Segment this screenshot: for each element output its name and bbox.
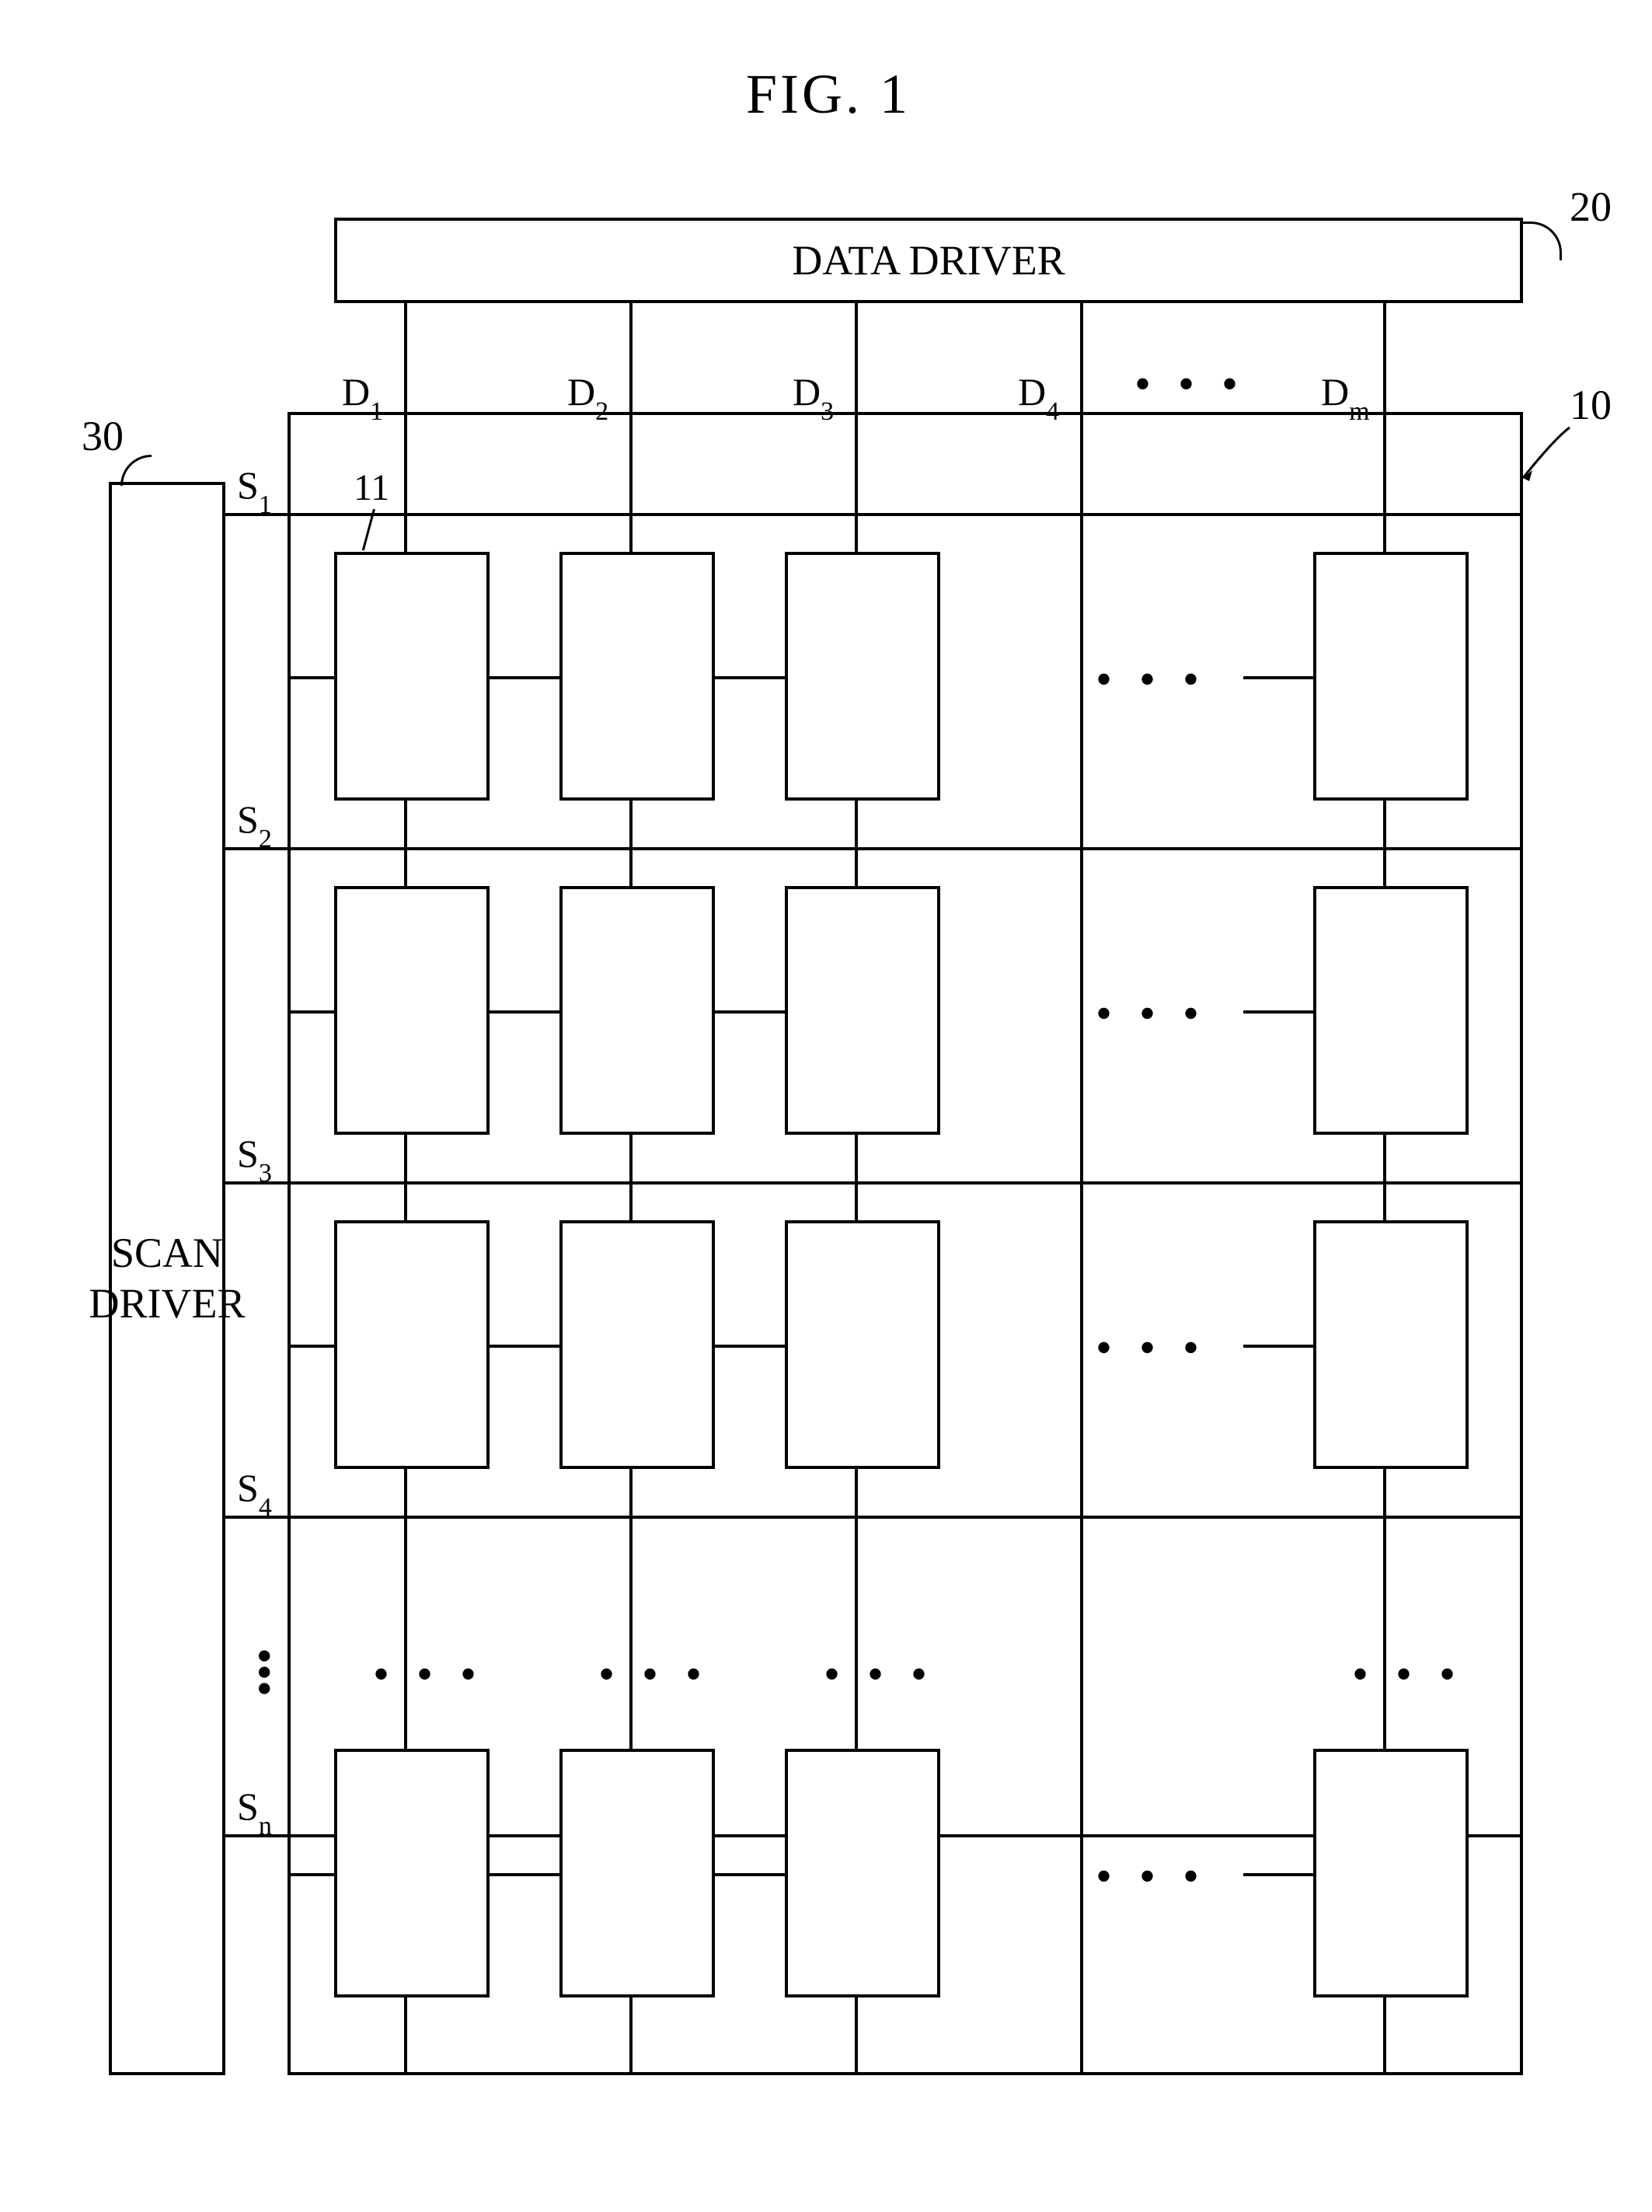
pixel-2-ellipsis: • • • [1096,987,1207,1041]
pixel-1-1-top-conn [404,513,407,552]
pixel-2-m-left-conn [1243,1010,1313,1014]
ref-30: 30 [82,412,124,460]
pixel-3-m-left-conn [1243,1345,1313,1348]
data-driver-label: DATA DRIVER [792,236,1065,284]
pixel-2-1 [334,886,490,1135]
ref-10: 10 [1570,381,1612,429]
pixel-n-m [1313,1749,1469,1997]
ref-20-curve [1523,222,1562,260]
pixel-n-2 [559,1749,715,1997]
data-label-dm: Dm [1321,369,1370,420]
pixel-2-m [1313,886,1469,1135]
pixel-3-3-left-conn [715,1345,785,1348]
pixel-1-3 [785,552,940,801]
col3-row-ellipsis: • • • [824,1648,935,1701]
scan-line-s1 [225,513,1523,516]
data-driver-block: DATA DRIVER [334,218,1523,303]
pixel-1-2 [559,552,715,801]
pixel-n-3-left-conn [715,1873,785,1876]
pixel-n-3 [785,1749,940,1997]
pixel-1-m-left-conn [1243,676,1313,679]
scan-line-s4 [225,1516,1523,1519]
data-label-d2: D2 [567,369,608,420]
figure-1: FIG. 1 DATA DRIVER 20 SCAN DRIVER 30 10 … [47,47,1605,2165]
scan-label-sn: Sn [237,1784,272,1835]
data-label-d3: D3 [793,369,834,420]
pixel-n-1 [334,1749,490,1997]
scan-driver-label-2: DRIVER [89,1279,246,1329]
pixel-2-1-left-conn [288,1010,334,1014]
pixel-1-m [1313,552,1469,801]
pixel-3-m [1313,1220,1469,1469]
pixel-2-3-left-conn [715,1010,785,1014]
pixel-1-3-left-conn [715,676,785,679]
pixel-1-2-left-conn [490,676,559,679]
pixel-n-1-left-conn [288,1873,334,1876]
pixel-1-ellipsis: • • • [1096,653,1207,707]
pixel-3-2-left-conn [490,1345,559,1348]
pixel-3-1 [334,1220,490,1469]
scan-label-s2: S2 [237,797,272,848]
pixel-1-1 [334,552,490,801]
colm-row-ellipsis: • • • [1352,1648,1463,1701]
ref-11: 11 [354,466,389,509]
ref-10-arrow [1500,424,1577,501]
col1-row-ellipsis: • • • [373,1648,484,1701]
scan-line-s3 [225,1181,1523,1185]
data-label-d4: D4 [1018,369,1059,420]
ref-20: 20 [1570,183,1612,231]
col-ellipsis-top: • • • [1134,358,1246,411]
data-label-d1: D1 [342,369,383,420]
scan-driver-label-1: SCAN [111,1228,223,1279]
scan-label-s1: S1 [237,462,272,514]
pixel-2-3 [785,886,940,1135]
pixel-3-3 [785,1220,940,1469]
pixel-n-2-left-conn [490,1873,559,1876]
pixel-3-ellipsis: • • • [1096,1321,1207,1375]
ref-30-curve [120,455,152,486]
scan-label-s4: S4 [237,1465,272,1516]
pixel-3-2 [559,1220,715,1469]
figure-title: FIG. 1 [746,62,911,127]
scan-line-s2 [225,847,1523,850]
row-ellipsis-left: ••• [237,1648,291,1697]
pixel-2-2 [559,886,715,1135]
pixel-1-1-left-conn [288,676,334,679]
pixel-n-ellipsis: • • • [1096,1850,1207,1903]
pixel-2-2-left-conn [490,1010,559,1014]
col2-row-ellipsis: • • • [598,1648,709,1701]
data-line-d4 [1080,303,1083,2075]
scan-label-s3: S3 [237,1131,272,1182]
pixel-n-m-left-conn [1243,1873,1313,1876]
pixel-3-1-left-conn [288,1345,334,1348]
scan-driver-block: SCAN DRIVER [109,482,225,2075]
